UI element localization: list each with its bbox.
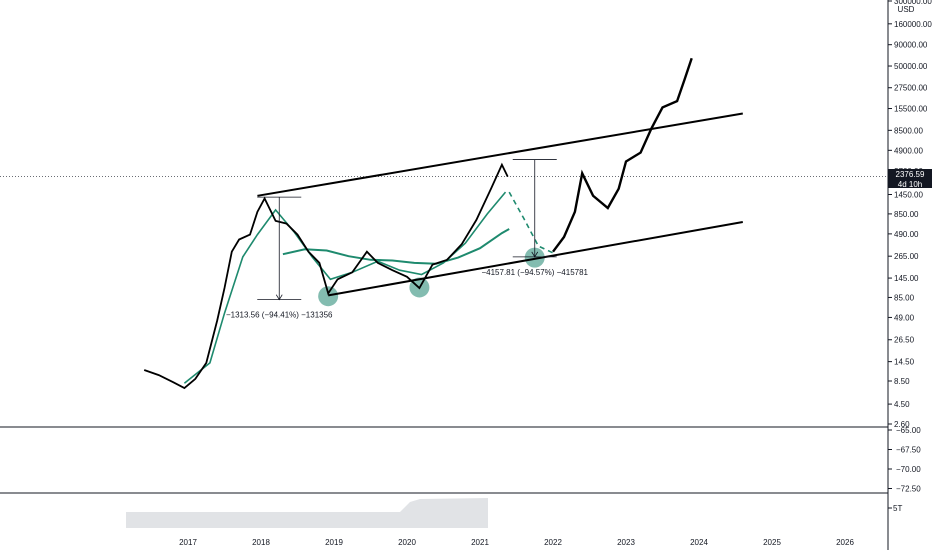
drawdown-arrowhead [531,251,539,258]
time-tick-label: 2025 [763,538,781,547]
oscillator-tick-label: −72.50 [896,485,921,494]
oscillator-tick-label: −67.50 [896,446,921,455]
last-price-value: 2376.59 [895,170,925,179]
price-tick-label: 90000.00 [894,41,928,50]
price-tick-label: 490.00 [894,230,919,239]
price-tick-label: 1450.00 [894,191,923,200]
moving-average-fast-line[interactable] [183,191,507,384]
price-tick-label: 850.00 [894,210,919,219]
volume-tick-label: 5T [893,504,902,513]
price-series-line[interactable] [143,162,509,390]
price-tick-label: 26.50 [894,336,915,345]
price-tick-label: 50000.00 [894,62,928,71]
volume-panel [126,498,488,528]
panel-dividers [0,0,889,550]
price-tick-label: 49.00 [894,313,915,322]
time-tick-label: 2026 [836,538,854,547]
volume-axis: 5T [888,504,902,513]
oscillator-axis: −65.00 −67.50 −70.00 −72.50 [888,426,921,494]
oscillator-tick-label: −65.00 [896,426,921,435]
currency-label: USD [898,5,915,14]
time-tick-label: 2018 [252,538,270,547]
time-axis[interactable]: 2017 2018 2019 2020 2021 2022 2023 2024 2025 2026 [179,538,854,547]
moving-average-slow-line[interactable] [282,228,510,265]
price-tick-label: 300000.00 [894,0,932,6]
time-tick-label: 2022 [544,538,562,547]
last-price-tag: 2376.59 4d 10h [888,169,932,189]
price-tick-label: 15500.00 [894,105,928,114]
price-tick-label: 4.50 [894,400,910,409]
volume-area [126,498,488,528]
price-tick-label: 85.00 [894,293,915,302]
channel-lower-line[interactable] [328,221,743,297]
drawdown-arrowhead [275,294,283,301]
price-tick-label: 4900.00 [894,146,923,155]
price-tick-label: 14.50 [894,358,915,367]
projected-average-line[interactable] [508,191,554,254]
cycle-low-marker[interactable] [318,286,339,307]
time-tick-label: 2019 [325,538,343,547]
price-tick-label: 160000.00 [894,20,932,29]
drawdown-label: −4157.81 (−94.57%) −415781 [481,268,588,277]
price-tick-label: 265.00 [894,252,919,261]
price-tick-label: 2.60 [894,420,910,429]
price-tick-label: 8.50 [894,377,910,386]
bar-countdown: 4d 10h [897,180,923,189]
time-tick-label: 2024 [690,538,708,547]
drawdown-label: −1313.56 (−94.41%) −131356 [226,311,333,320]
price-tick-label: 145.00 [894,274,919,283]
oscillator-tick-label: −70.00 [896,465,921,474]
price-panel[interactable]: −1313.56 (−94.41%) −131356 −4157.81 (−94.… [0,57,888,390]
time-tick-label: 2021 [471,538,489,547]
price-tick-label: 8500.00 [894,126,923,135]
time-tick-label: 2017 [179,538,197,547]
time-tick-label: 2023 [617,538,635,547]
price-tick-label: 27500.00 [894,84,928,93]
projection-series-line[interactable] [552,57,693,253]
price-axis[interactable]: 300000.00 160000.00 90000.00 50000.00 27500.… [888,0,932,429]
time-tick-label: 2020 [398,538,416,547]
channel-upper-line[interactable] [257,112,743,197]
